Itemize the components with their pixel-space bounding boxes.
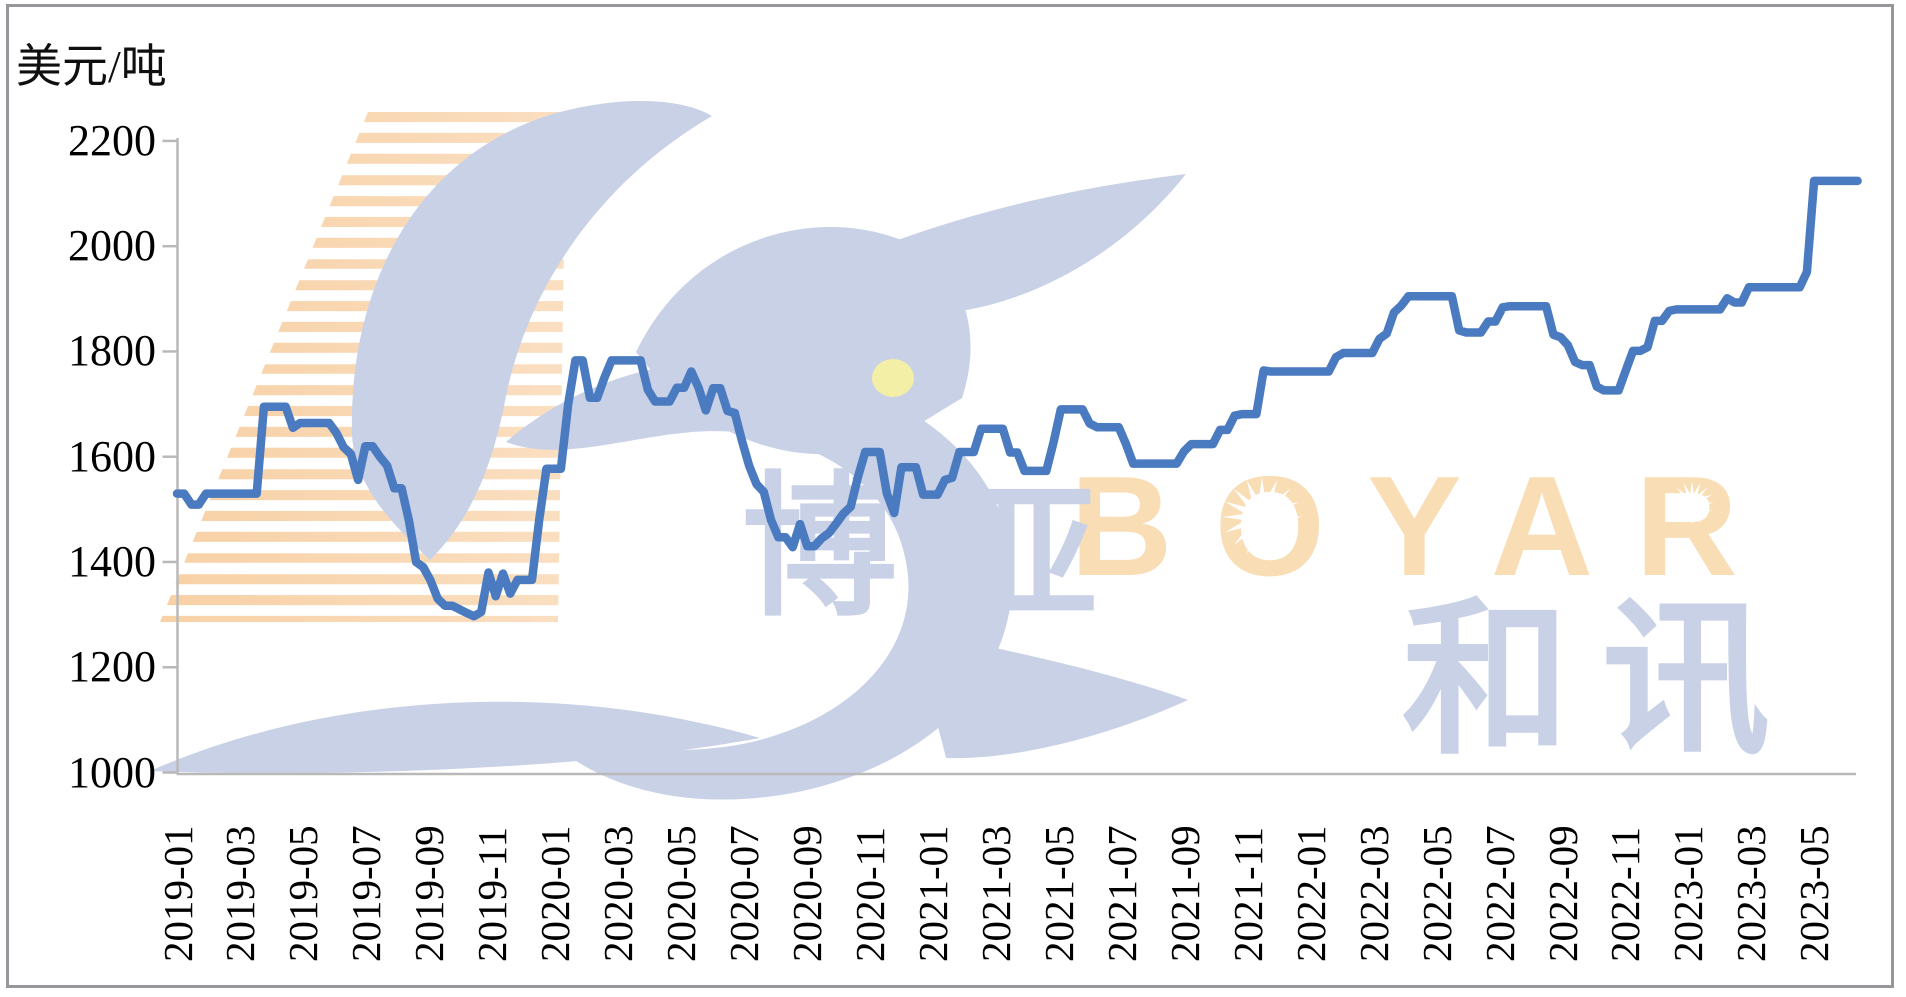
cjk-watermark-he: 和 — [1402, 586, 1570, 774]
bird-wing-right — [898, 174, 1186, 312]
sun-in-o-icon — [1222, 477, 1302, 557]
bird-wing-left — [351, 100, 712, 561]
y-tick-label: 2200 — [68, 115, 156, 165]
y-tick-label: 1400 — [68, 536, 156, 586]
bird-bottom-sliver — [150, 701, 760, 774]
bird-tail-tip — [908, 630, 1188, 759]
page-border — [6, 4, 1894, 988]
cjk-watermark-ya: 亚 — [952, 473, 1098, 636]
sun-in-r-icon — [1670, 481, 1714, 525]
price-line-series — [172, 176, 1862, 621]
boyar-wordmark: BOYAR — [1070, 447, 1780, 606]
y-tick-label: 1600 — [68, 431, 156, 481]
y-tick-label: 1800 — [68, 326, 156, 376]
y-tick-label: 2000 — [68, 221, 156, 271]
y-axis-unit-label: 美元/吨 — [16, 41, 167, 92]
y-tick-label: 1000 — [68, 747, 156, 797]
cjk-watermark-xun: 讯 — [1602, 586, 1770, 774]
bird-eye — [872, 359, 914, 397]
y-tick-label: 1200 — [68, 642, 156, 692]
